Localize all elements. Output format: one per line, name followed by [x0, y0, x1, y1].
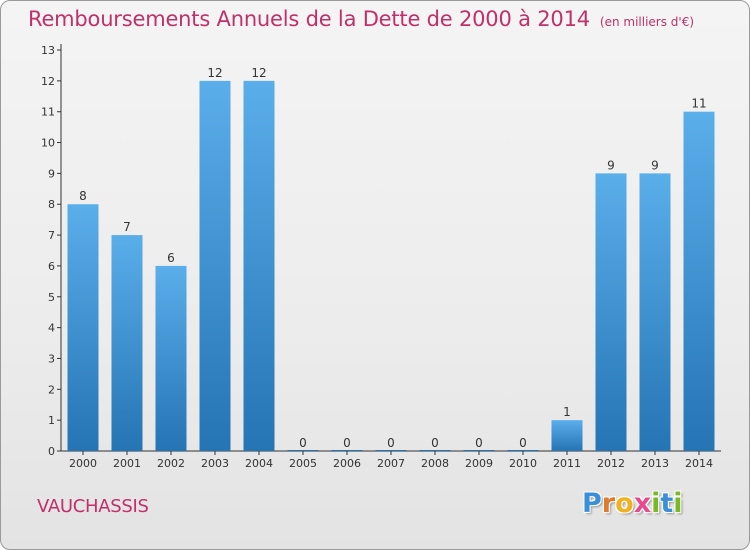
logo-letter: i — [673, 488, 683, 519]
bar-value-label: 0 — [343, 436, 351, 450]
chart-unit: (en milliers d'€) — [599, 15, 695, 29]
bar-value-label: 11 — [691, 97, 706, 111]
logo-letter: P — [582, 488, 602, 519]
y-tick-label: 12 — [41, 75, 55, 88]
bar — [199, 80, 231, 451]
bar — [639, 173, 671, 451]
y-tick-label: 1 — [48, 414, 55, 427]
bar-value-label: 1 — [563, 405, 571, 419]
bar — [463, 450, 495, 451]
bar — [287, 450, 319, 451]
bar-value-label: 6 — [167, 251, 175, 265]
y-tick-label: 3 — [48, 352, 55, 365]
data-labels: 8 7 6 12 12 0 0 0 0 0 0 1 9 9 11 — [79, 66, 706, 450]
y-tick-label: 0 — [48, 445, 55, 458]
x-tick-label: 2006 — [333, 457, 361, 470]
bar — [551, 420, 583, 451]
proxiti-logo: Proxiti — [582, 488, 683, 519]
bar — [243, 80, 275, 451]
x-tick-label: 2010 — [509, 457, 537, 470]
x-tick-label: 2011 — [553, 457, 581, 470]
bar-value-label: 9 — [607, 158, 615, 172]
bar — [595, 173, 627, 451]
y-tick-label: 13 — [41, 44, 55, 57]
bar — [375, 450, 407, 451]
y-tick-label: 6 — [48, 260, 55, 273]
bar — [419, 450, 451, 451]
bar-value-label: 0 — [299, 436, 307, 450]
y-tick-label: 5 — [48, 291, 55, 304]
y-tick-label: 10 — [41, 137, 55, 150]
bar-value-label: 8 — [79, 189, 87, 203]
x-tick-label: 2007 — [377, 457, 405, 470]
bar — [683, 111, 715, 451]
x-tick-label: 2004 — [245, 457, 273, 470]
x-tick-label: 2000 — [69, 457, 97, 470]
logo-letter: i — [651, 488, 661, 519]
x-tick-label: 2009 — [465, 457, 493, 470]
y-tick-label: 11 — [41, 106, 55, 119]
logo-letter: o — [615, 488, 634, 519]
y-tick-label: 8 — [48, 198, 55, 211]
bars — [67, 80, 715, 451]
title-block: Remboursements Annuels de la Dette de 20… — [28, 7, 694, 31]
bar-value-label: 0 — [431, 436, 439, 450]
x-tick-label: 2003 — [201, 457, 229, 470]
x-tick-label: 2012 — [597, 457, 625, 470]
x-tick-label: 2005 — [289, 457, 317, 470]
x-tick-label: 2013 — [641, 457, 669, 470]
y-tick-label: 9 — [48, 167, 55, 180]
bar — [155, 265, 187, 451]
commune-name: VAUCHASSIS — [37, 496, 149, 517]
logo-letter: x — [633, 488, 652, 519]
x-tick-label: 2014 — [685, 457, 713, 470]
bar — [111, 235, 143, 451]
x-tick-label: 2001 — [113, 457, 141, 470]
x-tick-label: 2002 — [157, 457, 185, 470]
bar — [507, 450, 539, 451]
bar-value-label: 0 — [387, 436, 395, 450]
y-tick-label: 4 — [48, 322, 55, 335]
bar — [331, 450, 363, 451]
y-tick-label: 2 — [48, 383, 55, 396]
y-tick-label: 7 — [48, 229, 55, 242]
bar-value-label: 0 — [475, 436, 483, 450]
logo-letter: t — [660, 488, 674, 519]
logo-letter: r — [601, 488, 616, 519]
chart-title: Remboursements Annuels de la Dette de 20… — [28, 7, 590, 31]
x-tick-label: 2008 — [421, 457, 449, 470]
bar — [67, 204, 99, 451]
bar-value-label: 7 — [123, 220, 131, 234]
bar-value-label: 9 — [651, 158, 659, 172]
bar-value-label: 12 — [251, 66, 266, 80]
bar-value-label: 12 — [207, 66, 222, 80]
bar-value-label: 0 — [519, 436, 527, 450]
